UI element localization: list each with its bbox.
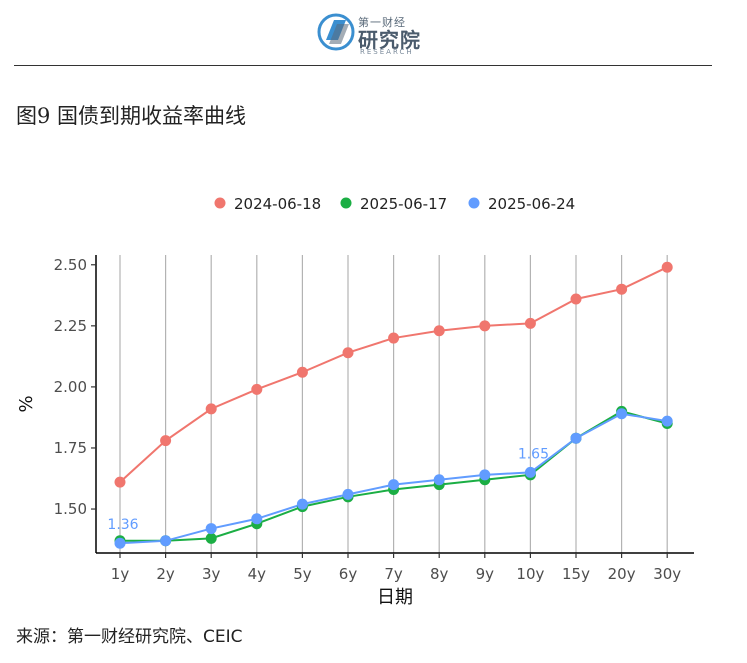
x-axis-title: 日期 (377, 587, 413, 608)
point-2024-06-18-20y (616, 283, 628, 295)
point-2025-06-24-9y (479, 469, 491, 481)
point-2024-06-18-30y (661, 261, 673, 273)
point-2024-06-18-15y (570, 293, 582, 305)
point-2025-06-24-5y (296, 498, 308, 510)
y-tick-label-1: 1.75 (54, 439, 87, 457)
point-2024-06-18-5y (296, 366, 308, 378)
point-2025-06-24-20y (616, 408, 628, 420)
point-2024-06-18-10y (524, 317, 536, 329)
y-tick-label-4: 2.50 (54, 256, 87, 274)
x-tick-label-30y: 30y (653, 565, 681, 583)
y-tick-label-0: 1.50 (54, 500, 87, 518)
point-2024-06-18-9y (479, 320, 491, 332)
point-2024-06-18-7y (388, 332, 400, 344)
point-2025-06-24-4y (251, 513, 263, 525)
point-2025-06-24-2y (160, 535, 172, 547)
x-tick-label-4y: 4y (248, 565, 267, 583)
logo-big-text: 研究院 (358, 28, 421, 52)
figure-title: 图9 国债到期收益率曲线 (16, 104, 247, 128)
logo-icon (317, 13, 355, 51)
point-2024-06-18-1y (114, 476, 126, 488)
legend-marker-2024-06-18 (214, 197, 226, 209)
point-2025-06-24-7y (388, 479, 400, 491)
x-tick-label-6y: 6y (339, 565, 358, 583)
data-label-0: 1.36 (107, 517, 138, 533)
legend-label-2025-06-24: 2025-06-24 (488, 195, 575, 213)
logo: 第一财经 研究院 RESEARCH (316, 8, 456, 58)
point-2025-06-24-6y (342, 488, 354, 500)
report-header: 第一财经 研究院 RESEARCH (0, 0, 747, 66)
point-2024-06-18-2y (160, 435, 172, 447)
x-tick-label-15y: 15y (562, 565, 590, 583)
legend-label-2025-06-17: 2025-06-17 (360, 195, 447, 213)
source-note: 来源：第一财经研究院、CEIC (16, 627, 243, 647)
point-2025-06-24-10y (524, 466, 536, 478)
x-tick-label-5y: 5y (293, 565, 312, 583)
x-tick-label-10y: 10y (516, 565, 544, 583)
point-2025-06-24-1y (114, 537, 126, 549)
x-tick-label-20y: 20y (608, 565, 636, 583)
x-tick-label-1y: 1y (111, 565, 130, 583)
y-axis-title: % (16, 395, 37, 412)
point-2024-06-18-6y (342, 347, 354, 359)
point-2025-06-24-30y (661, 415, 673, 427)
y-tick-label-2: 2.00 (54, 378, 87, 396)
x-tick-label-3y: 3y (202, 565, 221, 583)
point-2025-06-24-3y (205, 523, 217, 535)
yield-curve-chart: 1.50 1.75 2.00 2.25 2.50 1y 2y 3y 4y 5y 6y 7y 8y 9y 10… (16, 195, 694, 608)
point-2024-06-18-8y (433, 325, 445, 337)
header-rule (14, 65, 712, 66)
point-2025-06-24-8y (433, 474, 445, 486)
point-2024-06-18-3y (205, 403, 217, 415)
point-2024-06-18-4y (251, 383, 263, 395)
legend-marker-2025-06-24 (468, 197, 480, 209)
logo-small-text: 第一财经 (358, 16, 406, 29)
point-2025-06-17-3y (205, 532, 217, 544)
x-tick-label-8y: 8y (430, 565, 449, 583)
y-tick-label-3: 2.25 (54, 317, 87, 335)
legend-marker-2025-06-17 (340, 197, 352, 209)
legend-label-2024-06-18: 2024-06-18 (234, 195, 321, 213)
data-label-1: 1.65 (518, 446, 549, 462)
x-tick-label-7y: 7y (384, 565, 403, 583)
point-2025-06-24-15y (570, 432, 582, 444)
logo-english-text: RESEARCH (360, 48, 414, 56)
x-tick-label-2y: 2y (156, 565, 175, 583)
x-tick-label-9y: 9y (476, 565, 495, 583)
